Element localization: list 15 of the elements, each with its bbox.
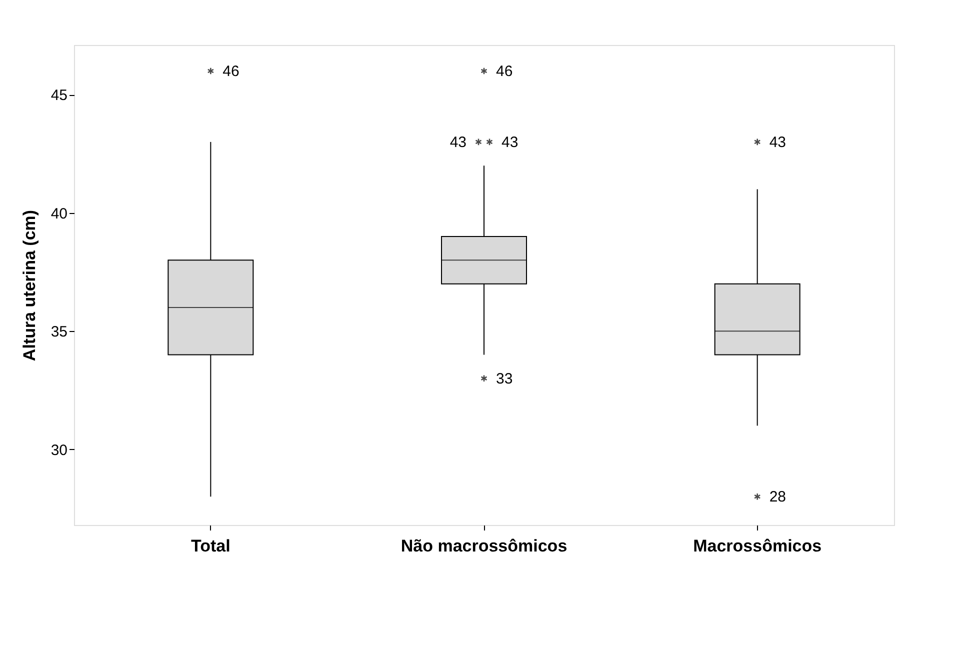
y-axis-title: Altura uterina (cm) bbox=[20, 210, 39, 362]
x-tick-label: Total bbox=[190, 536, 230, 556]
y-tick-label: 35 bbox=[50, 324, 68, 341]
annotation: 33 bbox=[496, 370, 513, 388]
annotation: 43 bbox=[502, 134, 518, 151]
annotation: 46 bbox=[222, 63, 240, 80]
x-tick-label: Não macrossômicos bbox=[400, 536, 568, 556]
y-tick-label: 45 bbox=[50, 87, 68, 104]
y-tick-label: 30 bbox=[50, 442, 68, 459]
annotation: 28 bbox=[769, 488, 786, 506]
x-tick-label: Macrossômicos bbox=[693, 536, 822, 556]
annotation: 43 bbox=[450, 134, 466, 151]
annotation: 46 bbox=[496, 63, 513, 80]
annotation: 43 bbox=[769, 134, 786, 151]
y-tick-label: 40 bbox=[50, 205, 68, 222]
